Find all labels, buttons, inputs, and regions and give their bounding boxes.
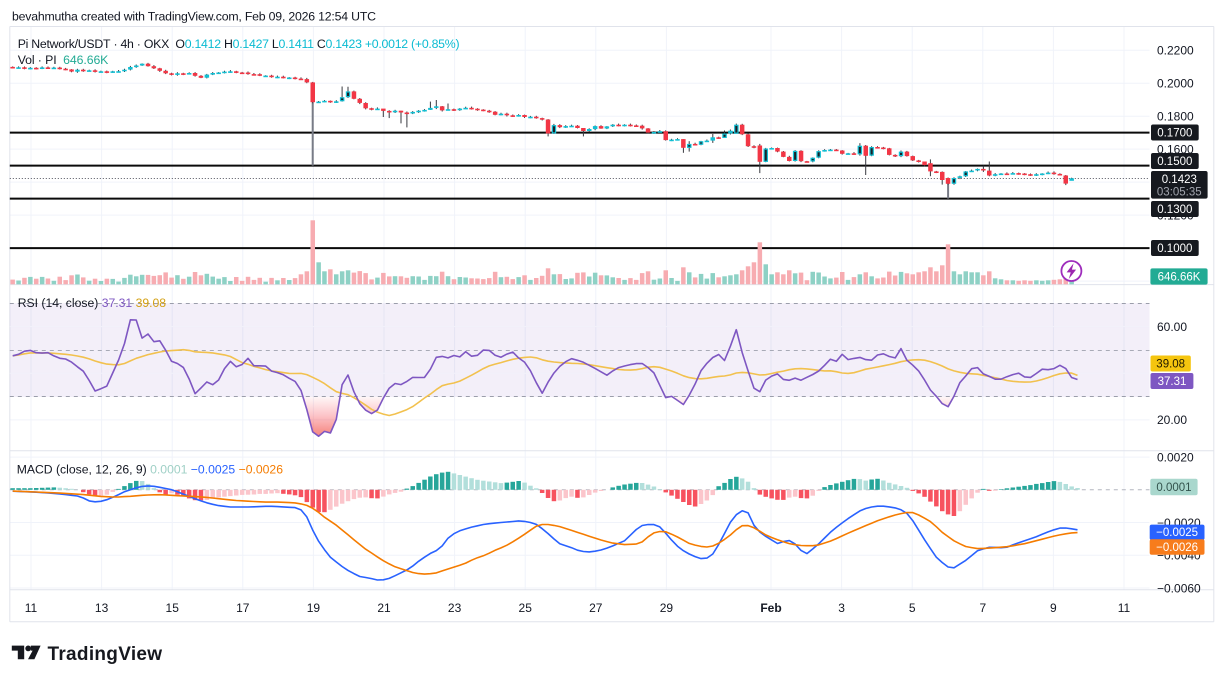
svg-text:19: 19 [307, 601, 321, 615]
svg-text:MACD (close, 12, 26, 9) 0.0001: MACD (close, 12, 26, 9) 0.0001 −0.0025 −… [17, 463, 284, 477]
svg-text:bevahmutha created with Tradin: bevahmutha created with TradingView.com,… [12, 10, 376, 24]
svg-text:03:05:35: 03:05:35 [1157, 187, 1202, 199]
svg-text:−0.0025: −0.0025 [1156, 527, 1198, 539]
svg-text:0.0020: 0.0020 [1157, 450, 1194, 464]
svg-text:0.2200: 0.2200 [1157, 44, 1194, 58]
svg-text:0.1600: 0.1600 [1157, 142, 1194, 156]
svg-text:17: 17 [236, 601, 250, 615]
svg-text:37.31: 37.31 [1158, 376, 1187, 388]
svg-text:Pi Network/USDT · 4h · OKX O0: Pi Network/USDT · 4h · OKX O0.1412 H0.14… [18, 37, 460, 51]
svg-text:5: 5 [909, 601, 916, 615]
svg-text:0.1423: 0.1423 [1162, 174, 1197, 186]
svg-text:0.1800: 0.1800 [1157, 110, 1194, 124]
svg-text:646.66K: 646.66K [1158, 271, 1201, 283]
svg-text:15: 15 [166, 601, 180, 615]
svg-text:0.1300: 0.1300 [1157, 204, 1192, 216]
svg-text:0.1000: 0.1000 [1157, 243, 1192, 255]
svg-text:0.1700: 0.1700 [1157, 127, 1192, 139]
svg-text:0.1500: 0.1500 [1157, 156, 1192, 168]
svg-text:0.0001: 0.0001 [1156, 482, 1191, 494]
svg-text:Feb: Feb [760, 601, 781, 615]
svg-text:11: 11 [25, 601, 38, 615]
svg-text:−0.0026: −0.0026 [1156, 542, 1198, 554]
svg-text:23: 23 [448, 601, 462, 615]
svg-text:13: 13 [95, 601, 109, 615]
svg-text:20.00: 20.00 [1157, 413, 1187, 427]
svg-text:25: 25 [519, 601, 533, 615]
svg-text:11: 11 [1118, 601, 1131, 615]
svg-text:27: 27 [589, 601, 603, 615]
svg-text:3: 3 [838, 601, 845, 615]
svg-text:RSI (14, close) 37.31 39.08: RSI (14, close) 37.31 39.08 [18, 296, 167, 310]
svg-text:7: 7 [979, 601, 986, 615]
svg-text:60.00: 60.00 [1157, 320, 1187, 334]
svg-text:TradingView: TradingView [48, 644, 163, 665]
svg-text:−0.0060: −0.0060 [1157, 581, 1201, 595]
svg-text:0.2000: 0.2000 [1157, 77, 1194, 91]
svg-text:39.08: 39.08 [1156, 358, 1185, 370]
svg-text:21: 21 [377, 601, 391, 615]
svg-text:29: 29 [660, 601, 674, 615]
svg-text:Vol · PI 646.66K: Vol · PI 646.66K [18, 53, 109, 67]
svg-text:9: 9 [1050, 601, 1057, 615]
